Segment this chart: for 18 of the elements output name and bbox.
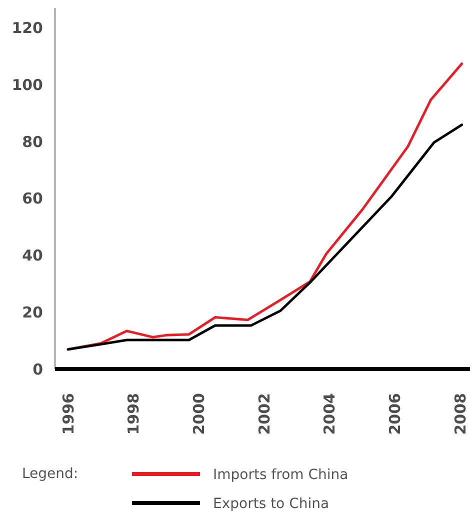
y-tick-label: 20: [22, 303, 43, 322]
legend-title: Legend:: [22, 466, 78, 482]
line-series: [66, 124, 464, 351]
x-tick-label: 2006: [386, 393, 404, 435]
y-tick-label: 120: [12, 19, 43, 38]
y-tick-label: 80: [22, 132, 43, 151]
y-tick-label: 100: [12, 76, 43, 94]
legend-label: Exports to China: [213, 496, 330, 512]
x-tick-label: 2008: [451, 393, 470, 435]
y-tick-label: 40: [22, 246, 43, 265]
y-tick-label: 0: [32, 360, 43, 378]
x-tick-label: 2000: [190, 393, 208, 435]
x-tick-label: 1996: [59, 393, 78, 435]
x-tick-label: 2002: [255, 393, 274, 435]
y-tick-label: 60: [22, 190, 43, 208]
legend-label: Imports from China: [213, 467, 348, 483]
x-tick-label: 1998: [124, 393, 143, 435]
x-tick-label: 2004: [320, 393, 339, 435]
